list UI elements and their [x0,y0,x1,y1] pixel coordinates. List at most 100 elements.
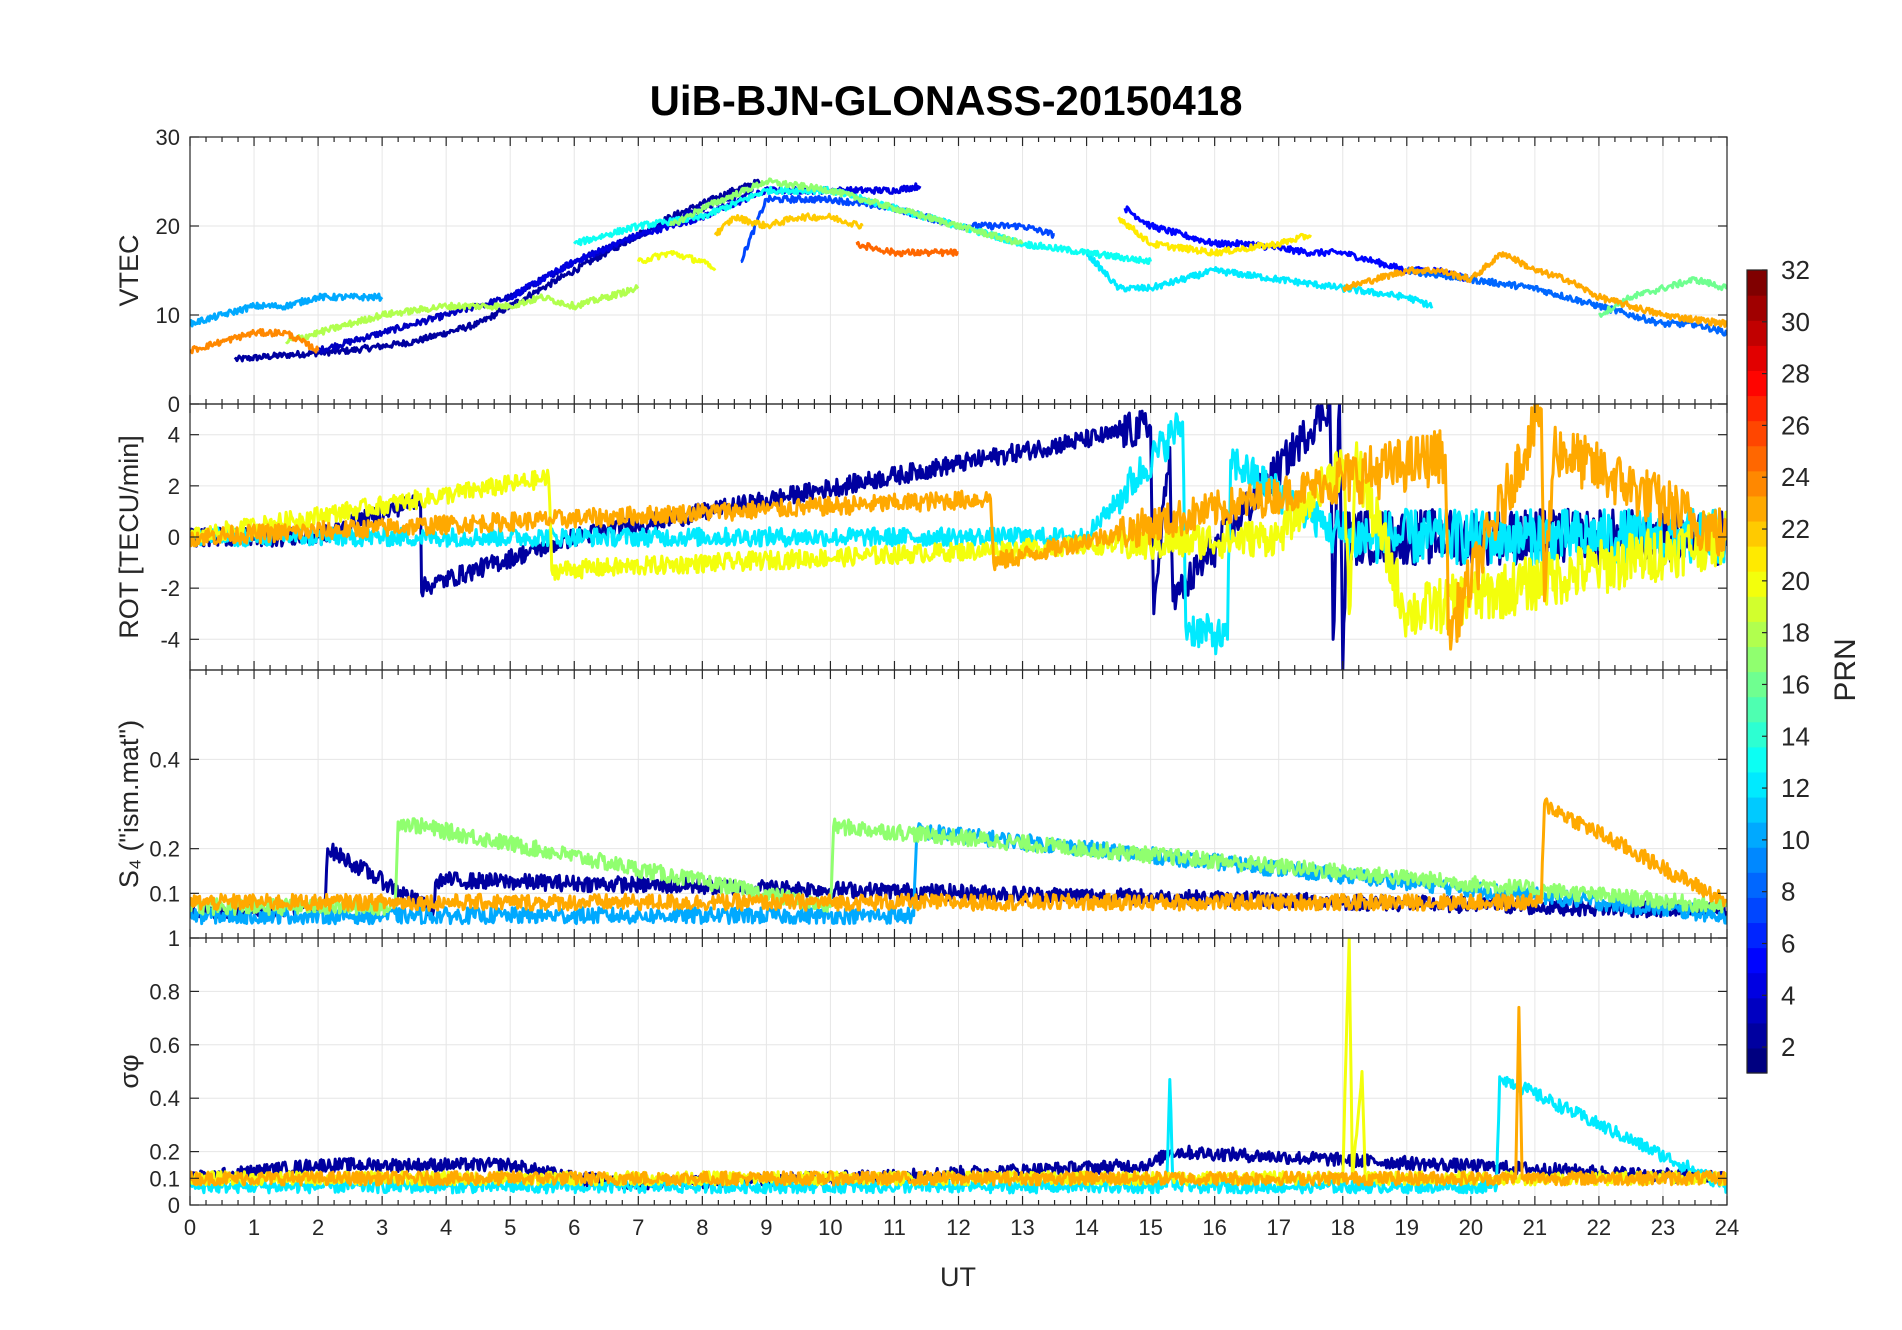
series-prn-12 [1085,251,1434,309]
colorbar-segment [1747,897,1767,924]
y-tick-label: 0.1 [149,881,180,906]
colorbar-segment [1747,822,1767,848]
colorbar-segment [1747,270,1767,296]
y-tick-label: 0.2 [149,837,180,862]
traces [190,797,1727,926]
series-prn-18 [284,284,640,345]
colorbar-tick-label: 16 [1781,669,1810,699]
y-tick-label: 30 [156,125,180,150]
colorbar-segment [1747,445,1767,472]
series-prn-17 [668,177,1024,246]
traces [190,938,1727,1195]
colorbar-segment [1747,295,1767,321]
x-axis-label: UT [940,1262,976,1292]
x-tick-label: 17 [1266,1215,1290,1240]
x-tick-label: 7 [632,1215,644,1240]
colorbar-segment [1747,997,1767,1024]
panel-4: 00.10.2 0.4 0.6 0.8 1 σφ [114,926,1728,1218]
x-tick-label: 3 [376,1215,388,1240]
y-axis-label: S₄ ("ism.mat") [114,720,144,888]
y-tick-label: 4 [168,423,180,448]
x-tick-label: 8 [696,1215,708,1240]
y-tick-label: -2 [160,576,180,601]
colorbar-tick-label: 20 [1781,566,1810,596]
colorbar-tick-label: 18 [1781,618,1810,648]
colorbar-tick-label: 24 [1781,462,1810,492]
series-prn-23 [190,797,1727,912]
colorbar-segment [1747,1022,1767,1049]
traces [190,404,1727,670]
colorbar-segment [1747,420,1767,447]
colorbar-frame [1746,269,1768,1074]
series-prn-22 [713,212,864,237]
colorbar-segment [1747,621,1767,648]
y-tick-label: 0.8 [149,979,180,1004]
y-tick-label: 0.4 [149,1086,180,1111]
x-tick-label: 12 [946,1215,970,1240]
colorbar-segment [1747,721,1767,748]
x-tick-label: 22 [1587,1215,1611,1240]
colorbar-tick-label: 14 [1781,721,1810,751]
y-tick-label: 20 [156,214,180,239]
y-tick-label: 1 [168,926,180,951]
colorbar-tick-label: 22 [1781,514,1810,544]
colorbar-segment [1747,320,1767,346]
y-tick-label: 10 [156,303,180,328]
y-axis-label: σφ [114,1054,144,1088]
x-tick-label: 11 [883,1215,906,1240]
colorbar-tick-label: 8 [1781,877,1795,907]
series-prn-23 [190,404,1727,651]
colorbar-segment [1747,395,1767,422]
colorbar-segment [1747,796,1767,823]
x-tick-label: 2 [312,1215,324,1240]
colorbar-segment [1747,646,1767,673]
colorbar-segment [1747,470,1767,497]
colorbar-segment [1747,571,1767,597]
traces [190,177,1727,363]
colorbar-segment [1747,847,1767,873]
x-tick-label: 10 [818,1215,842,1240]
colorbar-segment [1747,495,1767,522]
colorbar-segment [1747,771,1767,798]
y-tick-label: 0 [168,392,180,417]
colorbar-segment [1747,922,1767,949]
colorbar-tick-label: 32 [1781,255,1810,285]
series-prn-17 [190,817,1727,917]
series-prn-23 [190,1005,1727,1187]
x-tick-label: 0 [184,1215,196,1240]
series-prn-23 [1342,251,1727,328]
series-prn-20 [636,250,717,272]
y-tick-label: 0.1 [149,1166,180,1191]
colorbar-segment [1747,746,1767,773]
colorbar-segment [1747,1047,1767,1074]
colorbar-segment [1747,370,1767,397]
colorbar-tick-label: 2 [1781,1032,1795,1062]
y-tick-label: 0.4 [149,747,180,772]
colorbar-segment [1747,596,1767,622]
series-prn-21 [1117,216,1313,257]
y-axis-label: ROT [TECU/min] [114,435,144,639]
x-tick-label: 1 [248,1215,260,1240]
series-prn-10 [190,292,384,328]
x-tick-label: 9 [760,1215,772,1240]
x-tick-label: 24 [1715,1215,1739,1240]
x-tick-label: 6 [568,1215,580,1240]
colorbar-tick-label: 26 [1781,410,1810,440]
x-tick-label: 15 [1138,1215,1162,1240]
y-tick-label: 2 [168,474,180,499]
series-prn-24 [190,328,320,355]
colorbar-label: PRN [1829,638,1862,701]
colorbar-segment [1747,671,1767,698]
x-tick-label: 5 [504,1215,516,1240]
chart-title: UiB-BJN-GLONASS-20150418 [650,77,1243,124]
x-tick-label: 19 [1395,1215,1419,1240]
y-tick-label: 0.6 [149,1033,180,1058]
x-tick-label: 16 [1202,1215,1226,1240]
colorbar-segment [1747,520,1767,547]
colorbar-segment [1747,345,1767,371]
y-tick-label: 0 [168,525,180,550]
panel-3: 0.1 0.2 0.4S₄ ("ism.mat") [114,669,1728,939]
